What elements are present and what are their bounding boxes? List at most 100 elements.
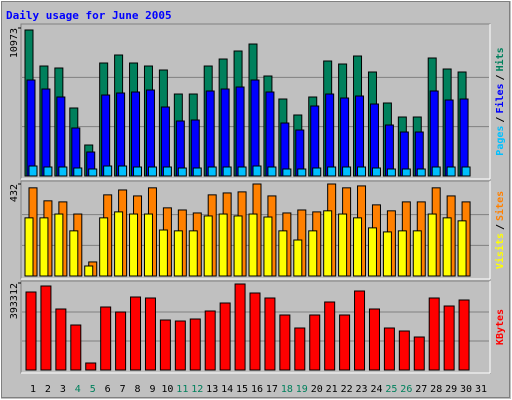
bar xyxy=(386,168,396,177)
bar xyxy=(218,213,228,277)
bar xyxy=(280,122,290,177)
x-tick-label: 26 xyxy=(400,384,412,395)
x-tick-label: 28 xyxy=(430,384,442,395)
bar xyxy=(459,98,469,177)
bar xyxy=(160,106,170,177)
bar xyxy=(174,320,186,371)
bar xyxy=(267,166,277,177)
bar xyxy=(397,230,407,277)
bar xyxy=(412,230,422,277)
bar xyxy=(264,297,276,371)
bar xyxy=(312,167,322,177)
bar xyxy=(39,217,49,277)
bar xyxy=(103,165,113,177)
x-tick-label: 6 xyxy=(105,384,111,395)
bar xyxy=(369,103,379,177)
bar xyxy=(413,336,425,371)
bar xyxy=(398,330,410,371)
bar xyxy=(309,314,321,371)
bar xyxy=(131,91,141,177)
bar xyxy=(40,285,52,371)
bar xyxy=(428,297,440,371)
bar xyxy=(446,166,456,177)
x-tick-label: 2 xyxy=(45,384,51,395)
bar xyxy=(189,318,201,371)
bar xyxy=(56,96,66,177)
bar xyxy=(248,213,258,277)
bar xyxy=(457,220,467,277)
bar xyxy=(204,310,216,371)
x-tick-label: 25 xyxy=(385,384,397,395)
bar xyxy=(308,230,318,277)
bar xyxy=(355,95,365,177)
x-tick-label: 31 xyxy=(475,384,487,395)
bar xyxy=(207,166,217,177)
bar xyxy=(203,215,213,277)
x-tick-label: 4 xyxy=(75,384,81,395)
bar xyxy=(129,213,139,277)
bar xyxy=(282,168,292,177)
legend-separator: / xyxy=(495,224,506,230)
x-tick-label: 11 xyxy=(176,384,188,395)
legend: KBytes xyxy=(495,309,506,345)
bar xyxy=(294,327,306,371)
bar xyxy=(442,217,452,277)
y-tick-label: 393312 xyxy=(9,283,20,319)
bar xyxy=(133,166,143,177)
bar xyxy=(115,311,127,371)
bar xyxy=(101,94,111,177)
bar xyxy=(158,229,168,277)
bar xyxy=(99,217,109,277)
x-tick-label: 19 xyxy=(296,384,308,395)
bar xyxy=(100,306,112,371)
bar xyxy=(443,305,455,371)
x-tick-label: 27 xyxy=(415,384,427,395)
bar xyxy=(145,89,155,177)
bar xyxy=(162,166,172,177)
bar xyxy=(219,302,231,371)
bar xyxy=(427,213,437,277)
x-tick-label: 18 xyxy=(281,384,293,395)
bar xyxy=(143,213,153,277)
bar xyxy=(252,165,262,177)
bar xyxy=(310,105,320,177)
bar xyxy=(24,217,34,277)
bar xyxy=(114,211,124,277)
bar xyxy=(173,230,183,277)
bar xyxy=(249,292,261,371)
bar xyxy=(323,210,333,277)
bar xyxy=(353,217,363,277)
bar xyxy=(367,227,377,277)
bar xyxy=(73,167,83,177)
legend-entry: Sites xyxy=(494,191,506,221)
bar xyxy=(41,88,51,177)
bar xyxy=(84,265,94,277)
bar xyxy=(278,230,288,277)
bar xyxy=(327,166,337,177)
bar xyxy=(371,167,381,177)
x-tick-label: 8 xyxy=(135,384,141,395)
bar xyxy=(25,291,37,371)
legend-separator: / xyxy=(495,74,506,80)
bar xyxy=(263,216,273,277)
bar xyxy=(222,166,232,177)
bar xyxy=(85,362,97,371)
bar xyxy=(250,79,260,177)
bar xyxy=(340,97,350,177)
bar xyxy=(118,165,128,177)
x-tick-label: 10 xyxy=(161,384,173,395)
bar xyxy=(354,290,366,371)
bar xyxy=(324,301,336,371)
legend-entry: Files xyxy=(494,83,506,113)
bar xyxy=(416,168,426,177)
legend-entry: Pages xyxy=(495,126,506,156)
bar xyxy=(429,90,439,177)
x-tick-label: 29 xyxy=(445,384,457,395)
x-tick-label: 16 xyxy=(251,384,263,395)
x-tick-label: 13 xyxy=(206,384,218,395)
legend-entry: KBytes xyxy=(495,309,506,345)
bar xyxy=(116,92,126,177)
x-tick-label: 12 xyxy=(191,384,203,395)
bar xyxy=(144,297,156,371)
